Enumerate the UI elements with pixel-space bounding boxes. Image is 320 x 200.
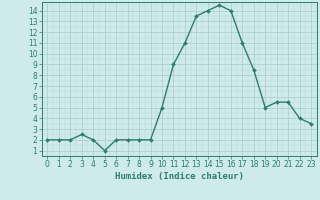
X-axis label: Humidex (Indice chaleur): Humidex (Indice chaleur) (115, 172, 244, 181)
